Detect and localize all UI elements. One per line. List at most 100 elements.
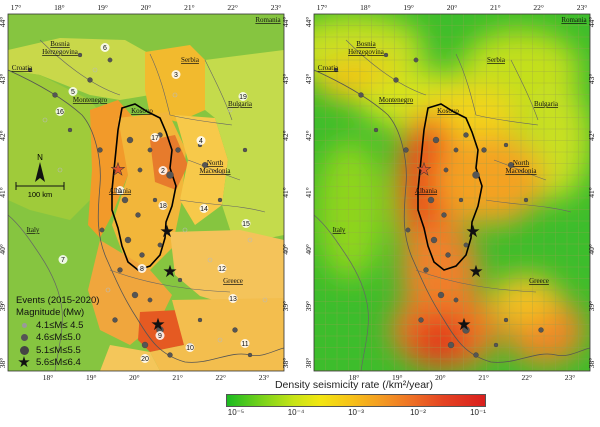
country-label: Italy [333,226,346,234]
country-label: Croatia [318,64,339,72]
legend-item-label: 4.1≤M≤ 4.5 [36,319,84,331]
country-borders [345,39,572,293]
country-label: North [207,159,224,167]
lat-tick-label: 38° [281,358,290,369]
country-label: Bosnia [356,40,376,48]
lat-tick-label: 41° [304,187,313,198]
zone-number: 8 [140,266,144,273]
bottom-tick-label: 21° [478,373,489,382]
country-label: North [513,159,530,167]
lat-tick-label: 40° [0,244,7,255]
lat-tick-label: 40° [304,244,313,255]
top-tick-label: 22° [533,3,544,12]
country-label: Romania [561,16,587,24]
top-tick-label: 21° [184,3,195,12]
zone-number-badge [137,264,147,273]
zone-number: 18 [159,203,167,210]
zone-number: 3 [174,72,178,79]
large-event-stars: ★ ★ ★ ★ [110,160,178,334]
zone-number-badge [196,136,206,145]
country-borders [39,39,266,293]
legend-item-label: 5.6≤M≤6.4 [36,357,81,369]
legend-item-label: 4.6≤M≤5.0 [36,332,81,344]
zone-number: 6 [103,45,107,52]
magnitude-legend: Events (2015-2020) Magnitude (Mw) 4.1≤M≤… [16,295,128,371]
country-label: Kosovo [437,107,459,115]
top-tick-label: 17° [11,3,22,12]
zone-number: 12 [218,266,226,273]
large-event-star: ★ [159,222,174,241]
scale-label: 100 km [28,190,53,199]
italy-coast [8,214,63,371]
colorbar-title: Density seismicity rate (/km²/year) [274,379,434,391]
lat-tick-label: 42° [304,130,313,141]
zone-number-badge [241,219,251,228]
large-event-star: ★ [416,160,431,179]
top-tick-label: 23° [271,3,282,12]
top-tick-label: 19° [403,3,414,12]
zone-number-badge [217,264,227,273]
zone-number-badge [238,92,248,101]
italy-coast [314,214,369,371]
lat-tick-label: 40° [587,244,596,255]
bottom-tick-label: 19° [86,373,97,382]
colorbar-label: 10⁻⁵ [227,408,245,417]
zone-number: 9 [158,333,162,340]
lat-tick-label: 39° [0,301,7,312]
lat-tick-label: 39° [281,301,290,312]
north-arrow: N [35,153,45,182]
top-tick-label: 18° [54,3,65,12]
lat-tick-label: 39° [304,301,313,312]
top-tick-label: 20° [141,3,152,12]
legend-item-label: 5.1≤M≤5.5 [36,344,81,356]
lat-tick-label: 43° [281,74,290,85]
lat-tick-label: 40° [281,244,290,255]
country-label: Bulgaria [534,100,559,108]
event-markers [333,52,544,358]
zone-number: 14 [200,206,208,213]
country-label: Bulgaria [228,100,253,108]
zone-number: 7 [61,257,65,264]
country-label: Greece [529,277,549,285]
large-event-star: ★ [465,222,480,241]
country-label: Macedonia [199,167,231,175]
country-label: Albania [109,187,132,195]
bottom-tick-label: 20° [129,373,140,382]
lat-tick-label: 43° [587,74,596,85]
zone-number: 17 [151,135,159,142]
zone-number: 19 [239,94,247,101]
large-event-stars: ★ ★ ★ ★ [416,160,484,334]
zone-number: 2 [161,168,165,175]
country-label: Albania [415,187,438,195]
albania-border [417,103,483,271]
legend-title-magnitude: Magnitude (Mw) [16,307,85,318]
lat-tick-label: 41° [587,187,596,198]
zone-region-east [205,50,284,245]
zone-number-badge [100,43,110,52]
zone-region-macedonia [175,115,228,225]
lat-tick-label: 42° [281,130,290,141]
country-labels: RomaniaBosniaHerzegovinaSerbiaCroatiaMon… [12,16,588,285]
scale-bar: 100 km [15,182,65,199]
large-event-star: ★ [456,315,471,334]
bottom-tick-label: 18° [349,373,360,382]
bottom-tick-label: 21° [172,373,183,382]
lat-tick-label: 38° [587,358,596,369]
lat-tick-label: 44° [0,17,7,28]
lat-tick-label: 38° [304,358,313,369]
lat-tick-label: 44° [587,17,596,28]
zone-number-badge [55,107,65,116]
lat-tick-label: 42° [587,130,596,141]
zone-number-badge [155,331,165,340]
zone-number: 20 [141,356,149,363]
star-icon: ★ [17,353,31,371]
lat-tick-label: 41° [281,187,290,198]
zone-region-adriatic [8,70,110,220]
coastline [314,69,590,363]
lat-tick-label: 43° [304,74,313,85]
zone-number: 5 [71,89,75,96]
large-event-star: ★ [150,315,165,334]
zone-number: 10 [186,345,194,352]
